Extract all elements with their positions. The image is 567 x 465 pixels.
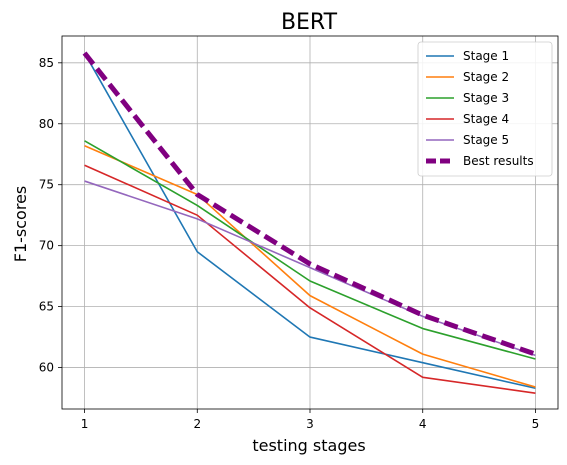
plot-area: 1 2 3 4 5 60 65 70 75 80 85 bbox=[39, 35, 559, 431]
legend-label-stage-4: Stage 4 bbox=[463, 112, 509, 126]
y-tick-label: 75 bbox=[39, 178, 54, 192]
legend-label-stage-1: Stage 1 bbox=[463, 49, 509, 63]
chart-title: BERT bbox=[281, 10, 338, 35]
x-axis-title: testing stages bbox=[252, 436, 365, 455]
series-line-stage-4 bbox=[84, 164, 536, 394]
legend-label-best-results: Best results bbox=[463, 154, 534, 168]
legend: Stage 1 Stage 2 Stage 3 Stage 4 Stage 5 Best … bbox=[417, 41, 553, 177]
y-tick-label: 65 bbox=[39, 300, 54, 314]
x-tick-label: 1 bbox=[81, 417, 89, 431]
series-line-stage-5 bbox=[84, 180, 536, 357]
series-line-stage-3 bbox=[84, 140, 536, 360]
legend-label-stage-2: Stage 2 bbox=[463, 70, 509, 84]
y-tick-label: 80 bbox=[39, 117, 54, 131]
legend-box bbox=[417, 41, 553, 177]
series-line-best-results bbox=[82, 51, 537, 357]
x-tick-label: 5 bbox=[532, 417, 540, 431]
y-tick-label: 60 bbox=[39, 361, 54, 375]
y-tick-label: 85 bbox=[39, 56, 54, 70]
x-tick-label: 2 bbox=[193, 417, 201, 431]
legend-label-stage-3: Stage 3 bbox=[463, 91, 509, 105]
series-line-stage-2 bbox=[84, 144, 536, 388]
y-axis-title: F1-scores bbox=[11, 186, 30, 262]
series-line-stage-1 bbox=[83, 52, 536, 390]
legend-label-stage-5: Stage 5 bbox=[463, 133, 509, 147]
x-tick-label: 4 bbox=[419, 417, 427, 431]
x-tick-label: 3 bbox=[306, 417, 314, 431]
y-tick-label: 70 bbox=[39, 239, 54, 253]
